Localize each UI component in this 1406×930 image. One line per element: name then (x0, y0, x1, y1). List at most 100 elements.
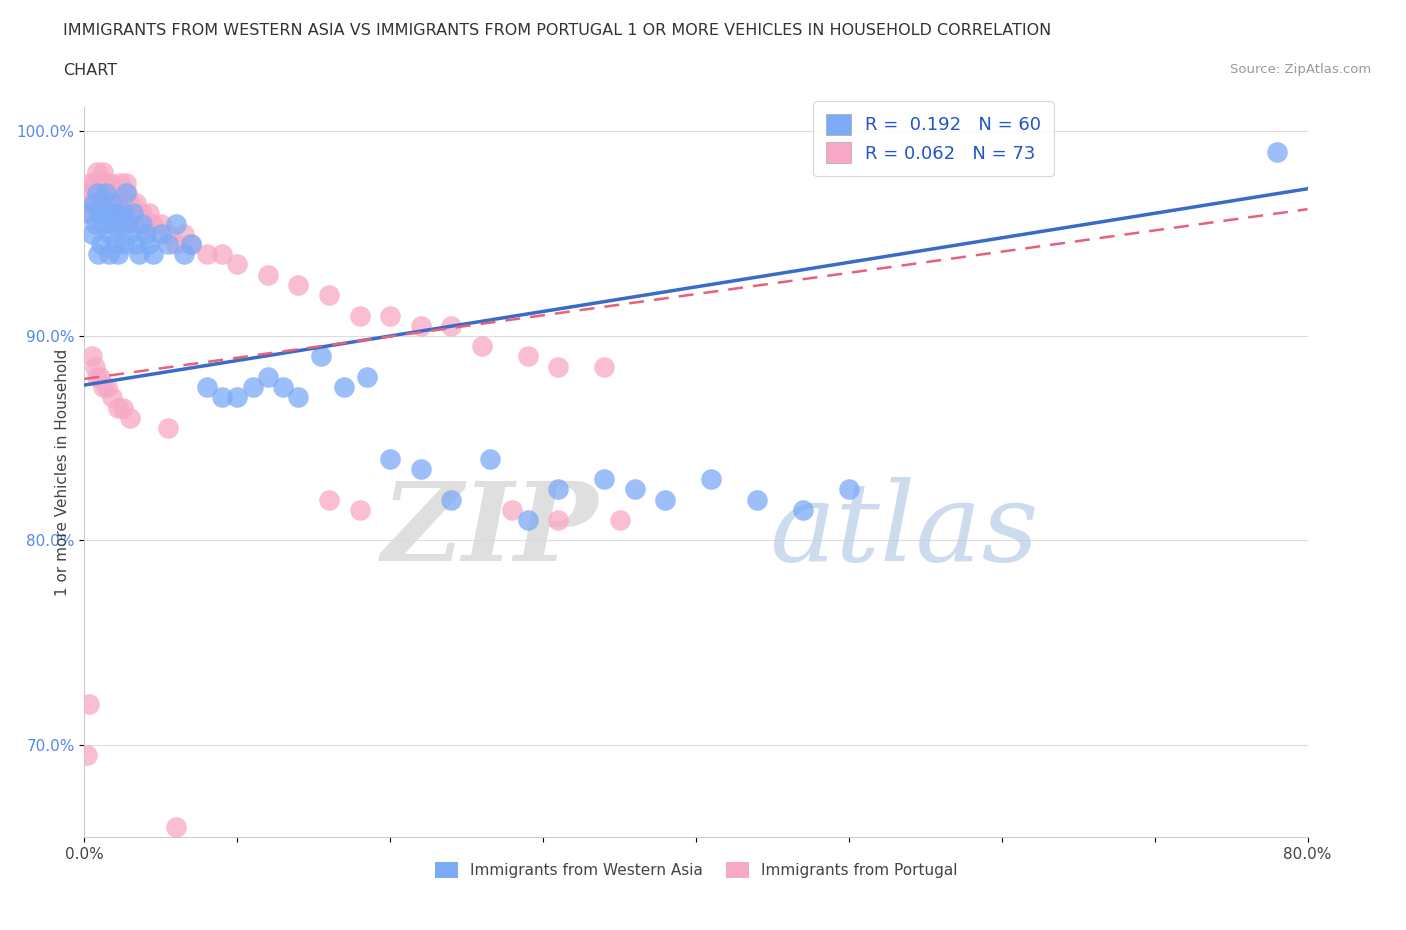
Point (98, 175, 121, 190)
Point (380, 308, 402, 323)
Point (112, 236, 135, 251)
Point (125, 195, 148, 210)
Point (98, 226, 121, 241)
Point (318, 492, 340, 507)
Point (87, 246, 110, 261)
Point (77, 206, 100, 220)
Point (77, 185, 100, 200)
Point (135, 216, 157, 231)
Point (84, 359, 107, 374)
Point (107, 206, 129, 220)
Point (96, 379, 118, 394)
Point (157, 420, 180, 435)
Point (138, 236, 160, 251)
Point (84, 185, 107, 200)
Point (96, 185, 118, 200)
Point (107, 400, 129, 415)
Point (86, 369, 108, 384)
Point (105, 206, 128, 220)
Point (478, 451, 501, 466)
Point (90, 175, 112, 190)
Point (91, 216, 114, 231)
Point (135, 226, 157, 241)
Point (114, 185, 136, 200)
Point (125, 236, 148, 251)
Point (76, 748, 98, 763)
Point (110, 195, 132, 210)
Point (111, 400, 134, 415)
Point (180, 236, 202, 251)
Point (142, 216, 165, 231)
Point (502, 502, 524, 517)
Point (128, 246, 150, 261)
Point (103, 206, 125, 220)
Point (409, 318, 432, 333)
Point (257, 267, 280, 282)
Point (409, 461, 432, 476)
Point (89, 369, 111, 384)
Point (128, 216, 150, 231)
Point (142, 246, 165, 261)
Text: CHART: CHART (63, 63, 117, 78)
Point (173, 226, 195, 241)
Point (101, 185, 124, 200)
Point (91, 165, 114, 179)
Point (440, 318, 463, 333)
Point (380, 451, 402, 466)
Point (115, 216, 138, 231)
Text: IMMIGRANTS FROM WESTERN ASIA VS IMMIGRANTS FROM PORTUGAL 1 OR MORE VEHICLES IN H: IMMIGRANTS FROM WESTERN ASIA VS IMMIGRAN… (63, 23, 1052, 38)
Point (83, 175, 105, 190)
Point (104, 195, 127, 210)
Point (311, 349, 333, 364)
Point (609, 512, 631, 527)
Point (120, 195, 142, 210)
Point (349, 308, 371, 323)
Point (516, 349, 538, 364)
Point (792, 502, 814, 517)
Point (131, 206, 153, 220)
Point (107, 246, 129, 261)
Point (149, 226, 172, 241)
Text: atlas: atlas (769, 477, 1039, 584)
Point (165, 216, 187, 231)
Point (242, 379, 264, 394)
Point (83, 195, 105, 210)
Point (101, 390, 124, 405)
Point (86, 165, 108, 179)
Point (108, 175, 131, 190)
Point (440, 492, 463, 507)
Point (112, 195, 135, 210)
Point (547, 482, 569, 497)
Point (90, 236, 112, 251)
Point (318, 287, 340, 302)
Point (211, 246, 233, 261)
Point (471, 339, 494, 353)
Point (195, 246, 218, 261)
Point (86, 185, 108, 200)
Point (516, 512, 538, 527)
Y-axis label: 1 or more Vehicles in Household: 1 or more Vehicles in Household (55, 349, 70, 595)
Point (333, 379, 356, 394)
Point (97, 195, 120, 210)
Point (173, 246, 195, 261)
Point (93, 195, 115, 210)
Point (94, 185, 117, 200)
Point (122, 206, 145, 220)
Point (111, 185, 134, 200)
Point (97, 246, 120, 261)
Point (80, 195, 103, 210)
Point (700, 472, 723, 486)
Legend: Immigrants from Western Asia, Immigrants from Portugal: Immigrants from Western Asia, Immigrants… (429, 856, 963, 884)
Point (131, 216, 153, 231)
Point (105, 185, 128, 200)
Point (593, 472, 616, 486)
Point (120, 226, 142, 241)
Point (257, 369, 280, 384)
Point (149, 216, 172, 231)
Point (80, 349, 103, 364)
Point (115, 185, 138, 200)
Point (103, 216, 125, 231)
Point (96, 206, 118, 220)
Point (76, 206, 98, 220)
Point (226, 257, 249, 272)
